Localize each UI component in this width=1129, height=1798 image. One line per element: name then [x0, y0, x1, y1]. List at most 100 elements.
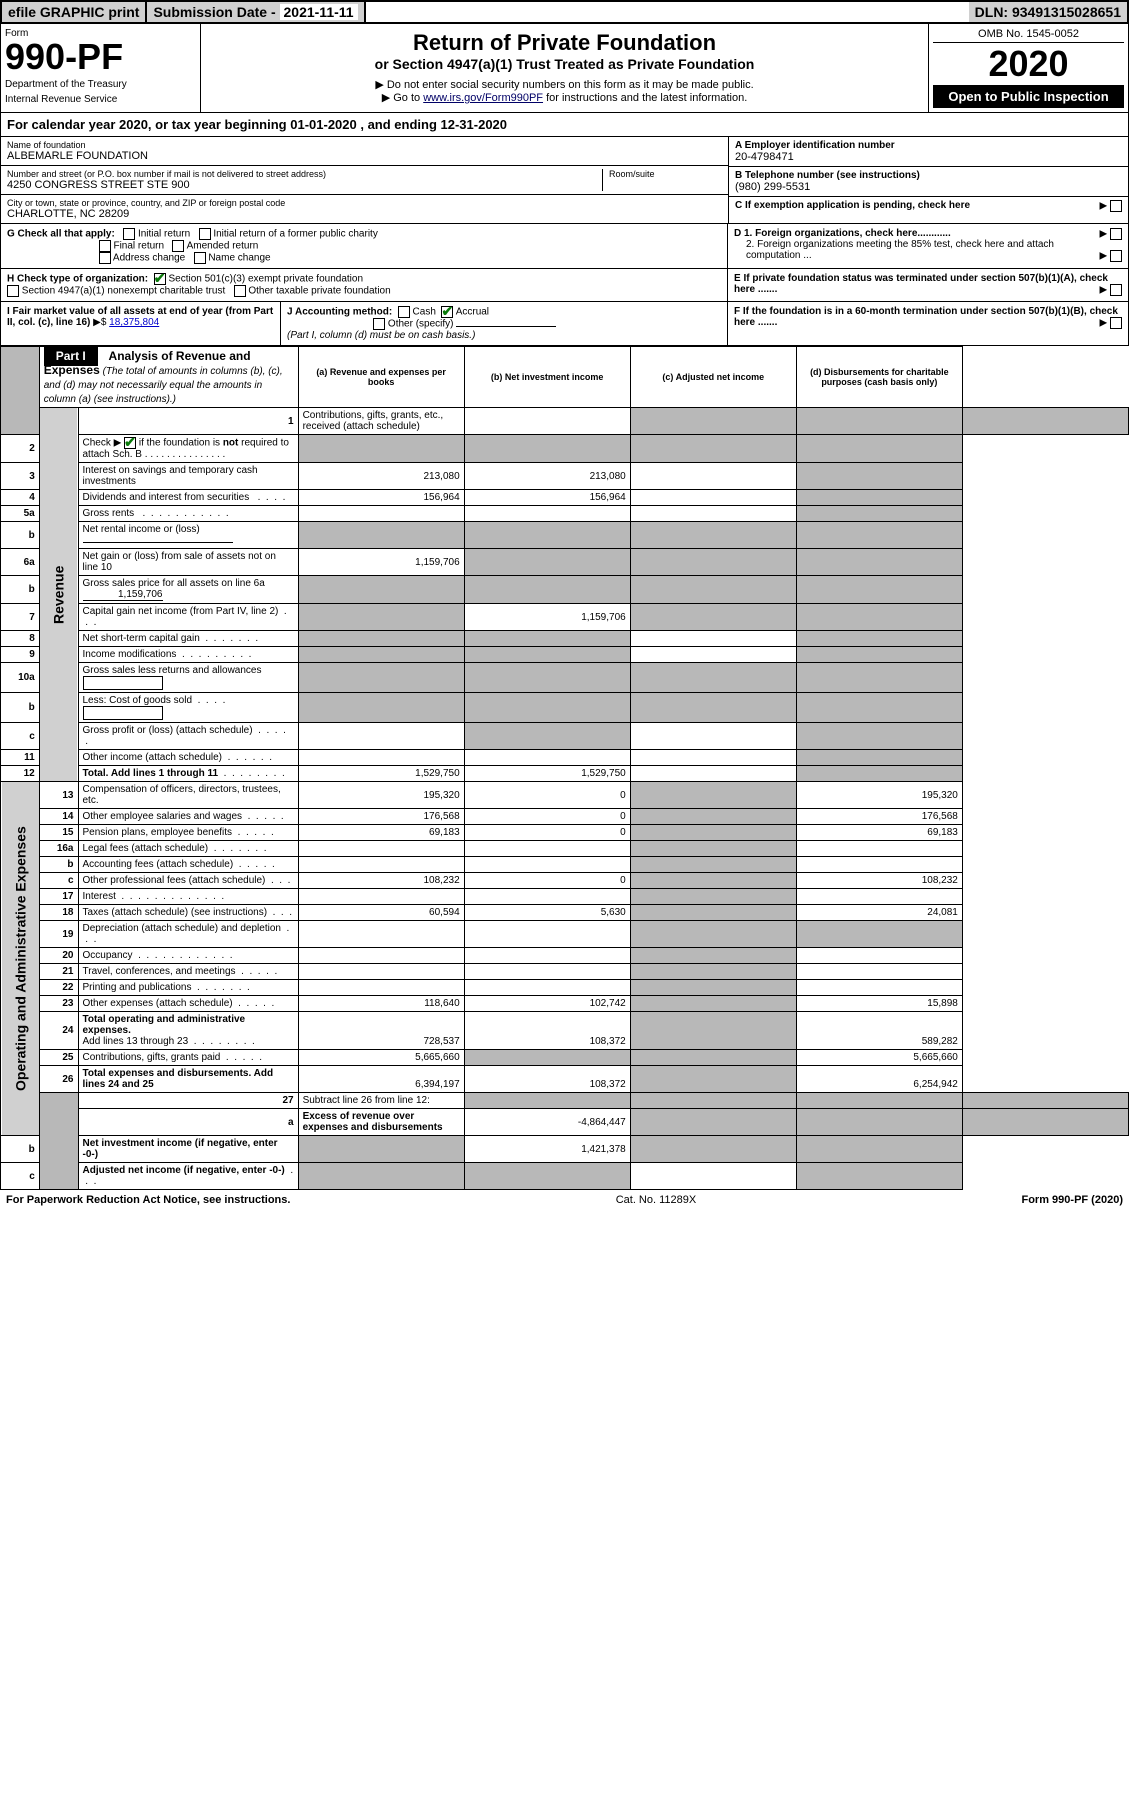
- expenses-section-label: Operating and Administrative Expenses: [1, 782, 40, 1136]
- calendar-year-row: For calendar year 2020, or tax year begi…: [0, 113, 1129, 137]
- revenue-section-label: Revenue: [39, 408, 78, 782]
- address-label: Number and street (or P.O. box number if…: [7, 169, 602, 179]
- dln-value: 93491315028651: [1012, 4, 1121, 20]
- g-initial-return[interactable]: [123, 228, 135, 240]
- row-1: Contributions, gifts, grants, etc., rece…: [298, 408, 464, 435]
- j-cash[interactable]: [398, 306, 410, 318]
- e-label: E If private foundation status was termi…: [734, 273, 1108, 295]
- j-section: J Accounting method: Cash Accrual Other …: [281, 302, 728, 345]
- j-accrual[interactable]: [441, 306, 453, 318]
- row-25: Contributions, gifts, grants paid . . . …: [78, 1050, 298, 1066]
- form-header: Form 990-PF Department of the Treasury I…: [0, 24, 1129, 113]
- row-21: Travel, conferences, and meetings . . . …: [78, 964, 298, 980]
- i-section: I Fair market value of all assets at end…: [1, 302, 281, 345]
- dln-label: DLN:: [975, 4, 1012, 20]
- room-label: Room/suite: [609, 169, 722, 179]
- dept-treasury: Department of the Treasury: [5, 79, 196, 90]
- phone: (980) 299-5531: [735, 181, 1122, 193]
- tax-year: 2020: [933, 43, 1124, 85]
- city: CHARLOTTE, NC 28209: [7, 208, 722, 220]
- phone-label: B Telephone number (see instructions): [735, 170, 1122, 181]
- row-6b: Gross sales price for all assets on line…: [78, 576, 298, 604]
- row-11: Other income (attach schedule) . . . . .…: [78, 750, 298, 766]
- foundation-name: ALBEMARLE FOUNDATION: [7, 150, 722, 162]
- row-27: Subtract line 26 from line 12:: [298, 1093, 464, 1109]
- row-9: Income modifications . . . . . . . . .: [78, 647, 298, 663]
- j-label: J Accounting method:: [287, 307, 392, 318]
- catalog-number: Cat. No. 11289X: [616, 1194, 697, 1206]
- row-10b: Less: Cost of goods sold . . . .: [78, 693, 298, 723]
- h-section: H Check type of organization: Section 50…: [1, 269, 728, 301]
- form-subtitle: or Section 4947(a)(1) Trust Treated as P…: [207, 56, 922, 72]
- row-22: Printing and publications . . . . . . .: [78, 980, 298, 996]
- row-8: Net short-term capital gain . . . . . . …: [78, 631, 298, 647]
- c-label: C If exemption application is pending, c…: [735, 200, 970, 211]
- g-final-return[interactable]: [99, 240, 111, 252]
- row-10c: Gross profit or (loss) (attach schedule)…: [78, 723, 298, 750]
- g-amended[interactable]: [172, 240, 184, 252]
- g-initial-former[interactable]: [199, 228, 211, 240]
- form-title: Return of Private Foundation: [207, 30, 922, 56]
- row-18: Taxes (attach schedule) (see instruction…: [78, 905, 298, 921]
- open-public-inspection: Open to Public Inspection: [933, 85, 1124, 108]
- h-501c3[interactable]: [154, 273, 166, 285]
- row-4: Dividends and interest from securities .…: [78, 490, 298, 506]
- f-label: F If the foundation is in a 60-month ter…: [734, 306, 1118, 328]
- row-26: Total expenses and disbursements. Add li…: [78, 1066, 298, 1093]
- city-label: City or town, state or province, country…: [7, 198, 722, 208]
- g-address-change[interactable]: [99, 252, 111, 264]
- row-16a: Legal fees (attach schedule) . . . . . .…: [78, 841, 298, 857]
- form-title-box: Return of Private Foundation or Section …: [201, 24, 928, 112]
- d2-checkbox[interactable]: [1110, 250, 1122, 262]
- h-other-taxable[interactable]: [234, 285, 246, 297]
- row-5a: Gross rents . . . . . . . . . . .: [78, 506, 298, 522]
- row-5b: Net rental income or (loss): [78, 522, 298, 549]
- row-15: Pension plans, employee benefits . . . .…: [78, 825, 298, 841]
- j-other[interactable]: [373, 318, 385, 330]
- c-checkbox[interactable]: [1110, 200, 1122, 212]
- col-a-header: (a) Revenue and expenses per books: [298, 347, 464, 408]
- f-checkbox[interactable]: [1110, 317, 1122, 329]
- e-checkbox[interactable]: [1110, 284, 1122, 296]
- row-3: Interest on savings and temporary cash i…: [78, 463, 298, 490]
- h-4947[interactable]: [7, 285, 19, 297]
- omb-number: OMB No. 1545-0052: [933, 28, 1124, 43]
- paperwork-notice: For Paperwork Reduction Act Notice, see …: [6, 1194, 290, 1206]
- form-id-box: Form 990-PF Department of the Treasury I…: [1, 24, 201, 112]
- row-19: Depreciation (attach schedule) and deple…: [78, 921, 298, 948]
- h-label: H Check type of organization:: [7, 274, 148, 285]
- efile-graphic-print[interactable]: efile GRAPHIC print: [2, 2, 147, 22]
- row-12: Total. Add lines 1 through 11 . . . . . …: [78, 766, 298, 782]
- schb-checkbox[interactable]: [124, 437, 136, 449]
- g-label: G Check all that apply:: [7, 229, 115, 240]
- row-27c: Adjusted net income (if negative, enter …: [78, 1163, 298, 1190]
- note-goto: ▶ Go to www.irs.gov/Form990PF for instru…: [207, 91, 922, 104]
- fmv-value[interactable]: 18,375,804: [109, 317, 159, 328]
- d2-label: 2. Foreign organizations meeting the 85%…: [746, 239, 1054, 261]
- row-14: Other employee salaries and wages . . . …: [78, 809, 298, 825]
- row-13: Compensation of officers, directors, tru…: [78, 782, 298, 809]
- year-box: OMB No. 1545-0052 2020 Open to Public In…: [928, 24, 1128, 112]
- col-d-header: (d) Disbursements for charitable purpose…: [796, 347, 962, 408]
- submission-date-box: Submission Date - 2021-11-11: [147, 2, 365, 22]
- g-name-change[interactable]: [194, 252, 206, 264]
- ein: 20-4798471: [735, 151, 1122, 163]
- g-section: G Check all that apply: Initial return I…: [1, 224, 728, 268]
- dept-irs: Internal Revenue Service: [5, 94, 196, 105]
- row-7: Capital gain net income (from Part IV, l…: [78, 604, 298, 631]
- row-16c: Other professional fees (attach schedule…: [78, 873, 298, 889]
- dln-box: DLN: 93491315028651: [969, 2, 1127, 22]
- ein-label: A Employer identification number: [735, 140, 1122, 151]
- top-bar: efile GRAPHIC print Submission Date - 20…: [0, 0, 1129, 24]
- foundation-name-label: Name of foundation: [7, 140, 722, 150]
- form990pf-link[interactable]: www.irs.gov/Form990PF: [423, 92, 543, 104]
- form-number: 990-PF: [5, 39, 196, 75]
- d1-label: D 1. Foreign organizations, check here..…: [734, 228, 951, 239]
- row-27b: Net investment income (if negative, ente…: [78, 1136, 298, 1163]
- row-24: Total operating and administrative expen…: [78, 1012, 298, 1050]
- address: 4250 CONGRESS STREET STE 900: [7, 179, 602, 191]
- d1-checkbox[interactable]: [1110, 228, 1122, 240]
- part-i-table: Part I Analysis of Revenue and Expenses …: [0, 346, 1129, 1190]
- j-note: (Part I, column (d) must be on cash basi…: [287, 330, 475, 341]
- row-10a: Gross sales less returns and allowances: [78, 663, 298, 693]
